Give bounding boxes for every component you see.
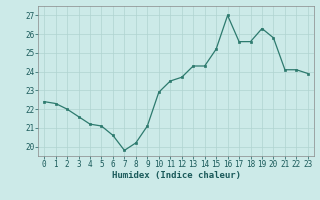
X-axis label: Humidex (Indice chaleur): Humidex (Indice chaleur) bbox=[111, 171, 241, 180]
